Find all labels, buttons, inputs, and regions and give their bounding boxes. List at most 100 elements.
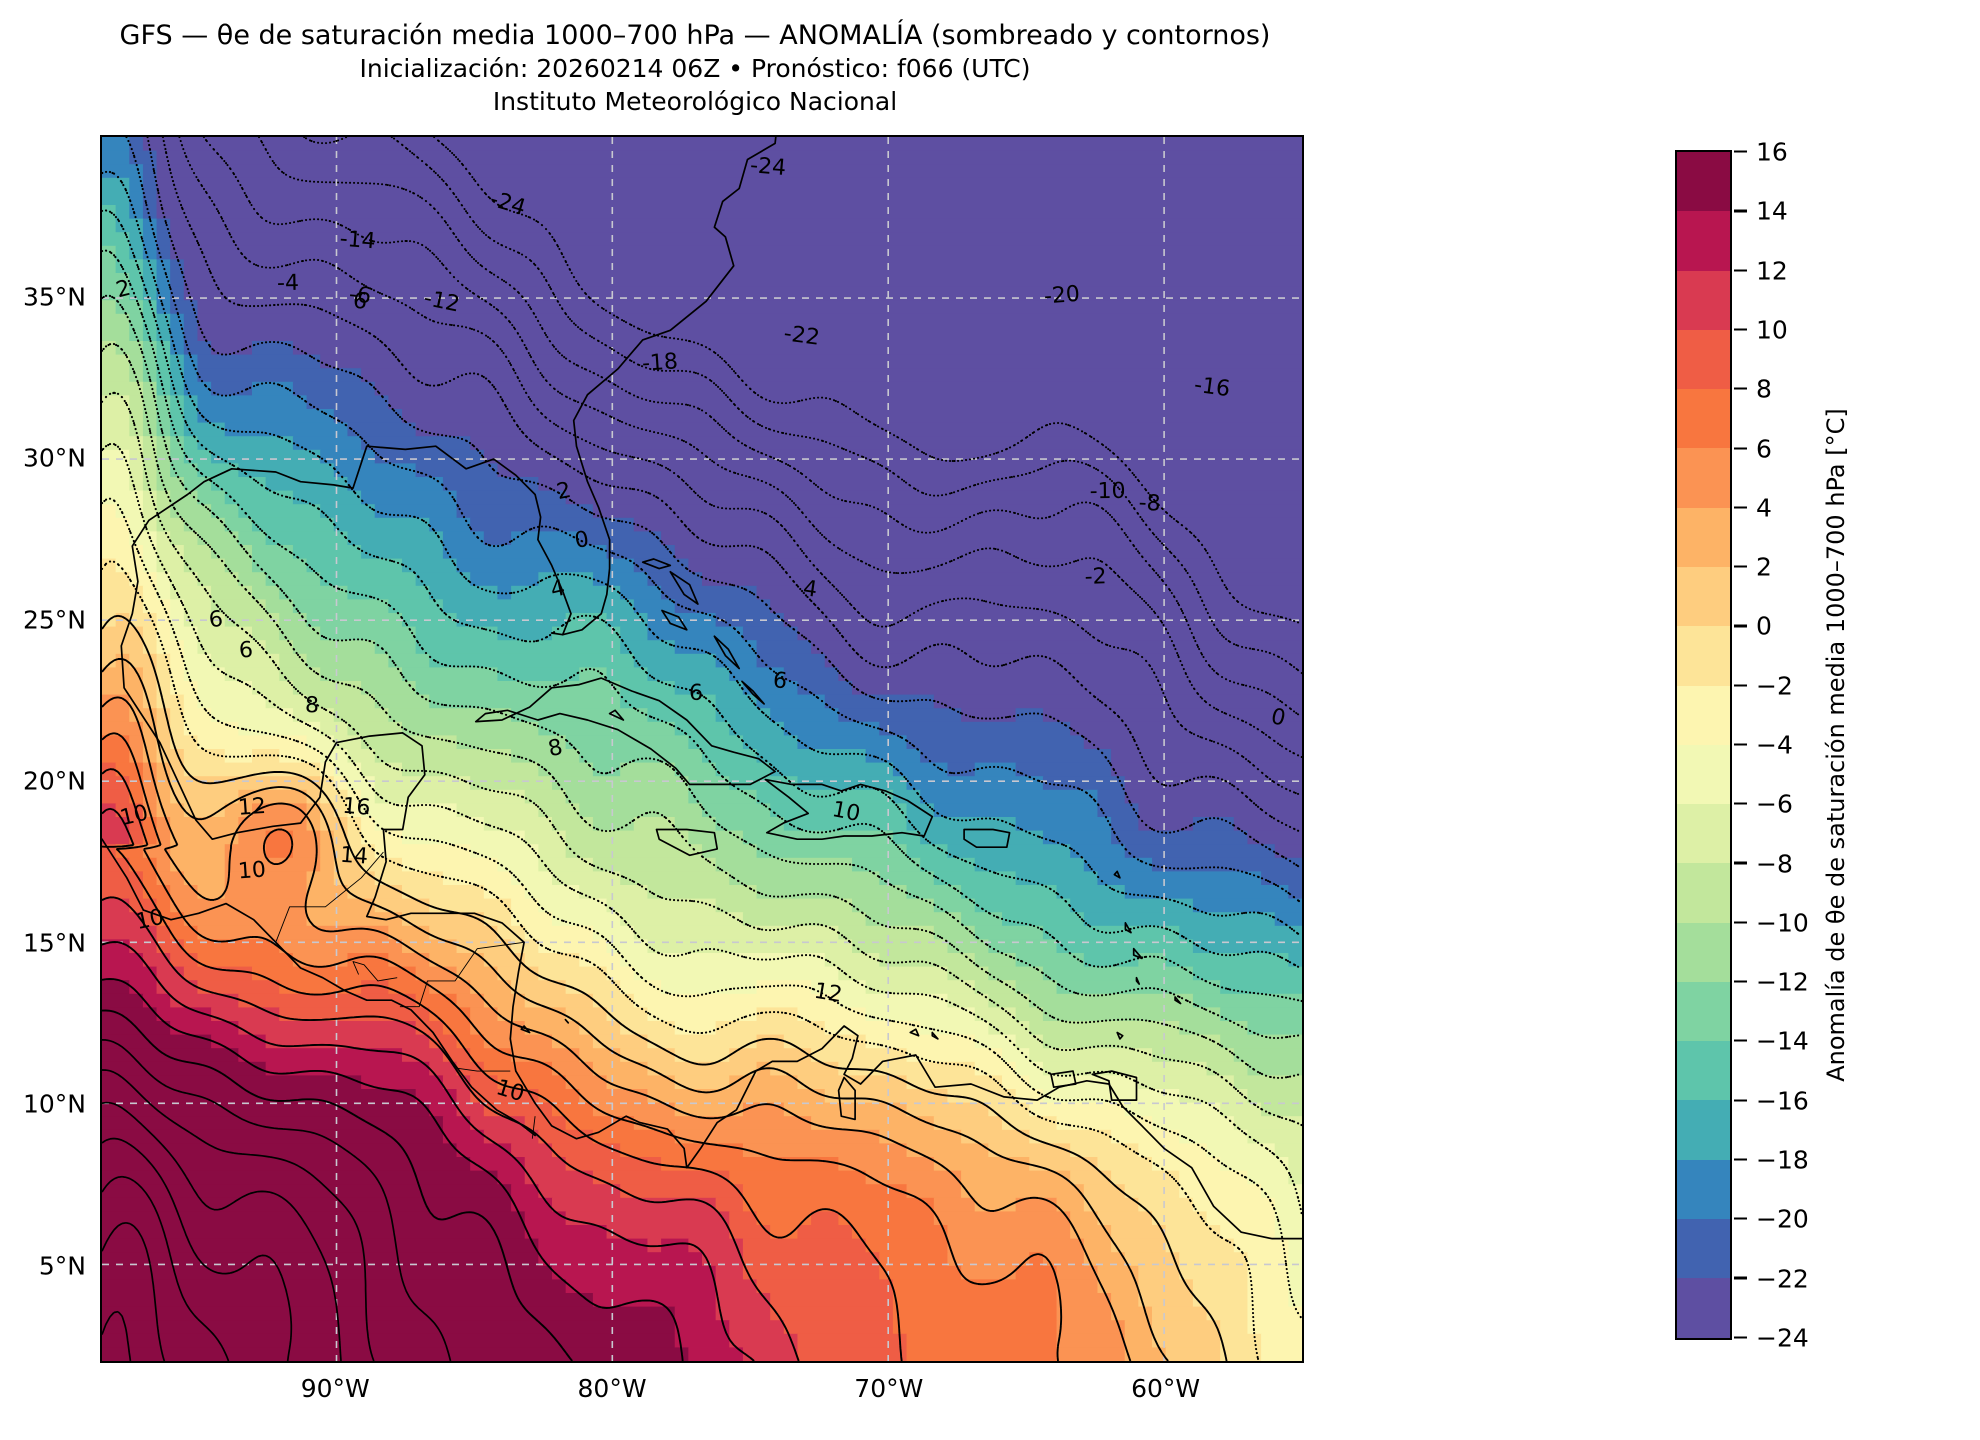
colorbar-tick-label: 6	[1734, 434, 1854, 463]
colorbar-tick-text: 6	[1756, 434, 1772, 464]
colorbar-tick-label: 14	[1734, 197, 1854, 226]
colorbar-tick-mark	[1734, 1217, 1747, 1220]
colorbar-tick-label: 0	[1734, 612, 1854, 641]
colorbar-swatch	[1677, 211, 1730, 272]
svg-text:12: 12	[812, 979, 844, 1008]
y-tick-label: 10°N	[22, 1089, 86, 1119]
colorbar-tick-text: −14	[1756, 1026, 1809, 1056]
colorbar-swatch	[1677, 685, 1730, 746]
y-tick-label: 15°N	[22, 928, 86, 958]
colorbar-tick-text: 0	[1756, 611, 1772, 641]
colorbar-swatch	[1677, 744, 1730, 805]
colorbar-tick-mark	[1734, 1276, 1747, 1280]
colorbar-tick-label: −12	[1734, 968, 1854, 997]
colorbar-swatch	[1677, 1219, 1730, 1279]
colorbar-swatch	[1677, 922, 1730, 983]
colorbar-swatch	[1677, 507, 1730, 568]
colorbar-tick-label: −6	[1734, 790, 1854, 819]
contour-lines	[102, 137, 1302, 1361]
colorbar-tick-mark	[1734, 1336, 1747, 1339]
svg-text:8: 8	[305, 693, 319, 718]
colorbar-swatch	[1677, 329, 1730, 390]
svg-text:14: 14	[339, 843, 369, 870]
colorbar-tick-text: −10	[1756, 908, 1809, 938]
colorbar-tick-mark	[1734, 861, 1747, 865]
y-tick-label: 30°N	[22, 443, 86, 473]
colorbar-tick-mark	[1734, 1158, 1747, 1161]
map-gridlines	[102, 137, 1302, 1361]
colorbar[interactable]	[1675, 150, 1732, 1340]
colorbar-tick-mark	[1734, 328, 1747, 331]
colorbar-tick-mark	[1734, 743, 1747, 746]
colorbar-tick-label: 8	[1734, 375, 1854, 404]
colorbar-tick-mark	[1734, 565, 1747, 568]
colorbar-tick-text: −24	[1756, 1323, 1809, 1353]
colorbar-swatch	[1677, 389, 1730, 449]
svg-text:6: 6	[208, 607, 225, 633]
svg-text:6: 6	[238, 638, 254, 664]
svg-text:10: 10	[830, 797, 862, 827]
colorbar-swatch	[1677, 1041, 1730, 1102]
colorbar-tick-text: 2	[1756, 552, 1772, 582]
colorbar-swatch	[1677, 566, 1730, 627]
colorbar-swatch	[1677, 804, 1730, 864]
colorbar-tick-text: −12	[1756, 967, 1809, 997]
colorbar-tick-label: −2	[1734, 671, 1854, 700]
colorbar-tick-mark	[1734, 1099, 1747, 1102]
colorbar-tick-text: 8	[1756, 374, 1772, 404]
colorbar-tick-mark	[1734, 506, 1747, 509]
contour-labels: -24-24-14-12-22-20-18-16-10 -8-6-4-200224…	[114, 153, 1288, 1107]
colorbar-tick-text: 4	[1756, 493, 1772, 523]
colorbar-swatch	[1677, 863, 1730, 924]
colorbar-tick-text: −6	[1756, 789, 1793, 819]
svg-text:10: 10	[237, 857, 267, 884]
svg-text:-20: -20	[1043, 282, 1081, 310]
colorbar-tick-mark	[1734, 387, 1747, 390]
colorbar-tick-text: −20	[1756, 1204, 1809, 1234]
colorbar-tick-label: 16	[1734, 138, 1854, 167]
y-tick-label: 25°N	[22, 605, 86, 635]
colorbar-tick-mark	[1734, 921, 1747, 924]
map-plot-area: -24 -24 -14 -12 -22 -20 -18 -16 -10 -8 -6 -4 -2 0 0 2 2 4…	[100, 135, 1304, 1363]
colorbar-swatch	[1677, 1100, 1730, 1161]
colorbar-tick-label: −20	[1734, 1205, 1854, 1234]
colorbar-tick-text: −4	[1756, 730, 1793, 760]
colorbar-tick-text: −22	[1756, 1264, 1809, 1294]
svg-text:16: 16	[341, 794, 371, 821]
shaded-anomaly-field	[102, 137, 1302, 1361]
svg-text:-2: -2	[1084, 564, 1107, 590]
colorbar-swatch	[1677, 152, 1730, 212]
colorbar-tick-label: 4	[1734, 493, 1854, 522]
svg-text:-22: -22	[782, 321, 821, 351]
colorbar-tick-text: 10	[1756, 315, 1788, 345]
colorbar-tick-mark	[1734, 684, 1747, 687]
x-tick-label: 60°W	[1131, 1374, 1201, 1403]
colorbar-tick-text: 12	[1756, 256, 1788, 286]
colorbar-swatch	[1677, 626, 1730, 687]
svg-text:6: 6	[352, 289, 368, 315]
y-tick-label: 35°N	[22, 282, 86, 312]
anomaly-map-svg: -24-24-14-12-22-20-18-16-10 -8-6-4-200224…	[102, 137, 1302, 1361]
y-tick-label: 20°N	[22, 766, 86, 796]
svg-text:-8: -8	[1138, 491, 1161, 517]
svg-text:-14: -14	[339, 227, 377, 255]
colorbar-swatch	[1677, 448, 1730, 509]
chart-subtitle: Inicialización: 20260214 06Z • Pronóstic…	[359, 54, 1031, 84]
colorbar-tick-label: 12	[1734, 256, 1854, 285]
chart-title-block: GFS — θe de saturación media 1000–700 hP…	[0, 18, 1390, 118]
colorbar-tick-label: −22	[1734, 1264, 1854, 1293]
colorbar-tick-text: 16	[1756, 137, 1788, 167]
colorbar-tick-label: −8	[1734, 849, 1854, 878]
colorbar-tick-label: −24	[1734, 1323, 1854, 1352]
colorbar-axis-label: Anomalía de θe de saturación media 1000–…	[1822, 408, 1850, 1082]
svg-text:-4: -4	[277, 271, 299, 296]
x-tick-label: 70°W	[854, 1374, 924, 1403]
colorbar-swatch	[1677, 1278, 1730, 1339]
colorbar-swatch	[1677, 981, 1730, 1042]
coastlines	[102, 137, 1302, 1240]
chart-organization: Instituto Meteorológico Nacional	[492, 86, 898, 116]
x-tick-label: 90°W	[300, 1374, 370, 1403]
colorbar-tick-mark	[1734, 802, 1747, 805]
svg-text:12: 12	[237, 794, 267, 821]
svg-text:6: 6	[772, 668, 788, 694]
